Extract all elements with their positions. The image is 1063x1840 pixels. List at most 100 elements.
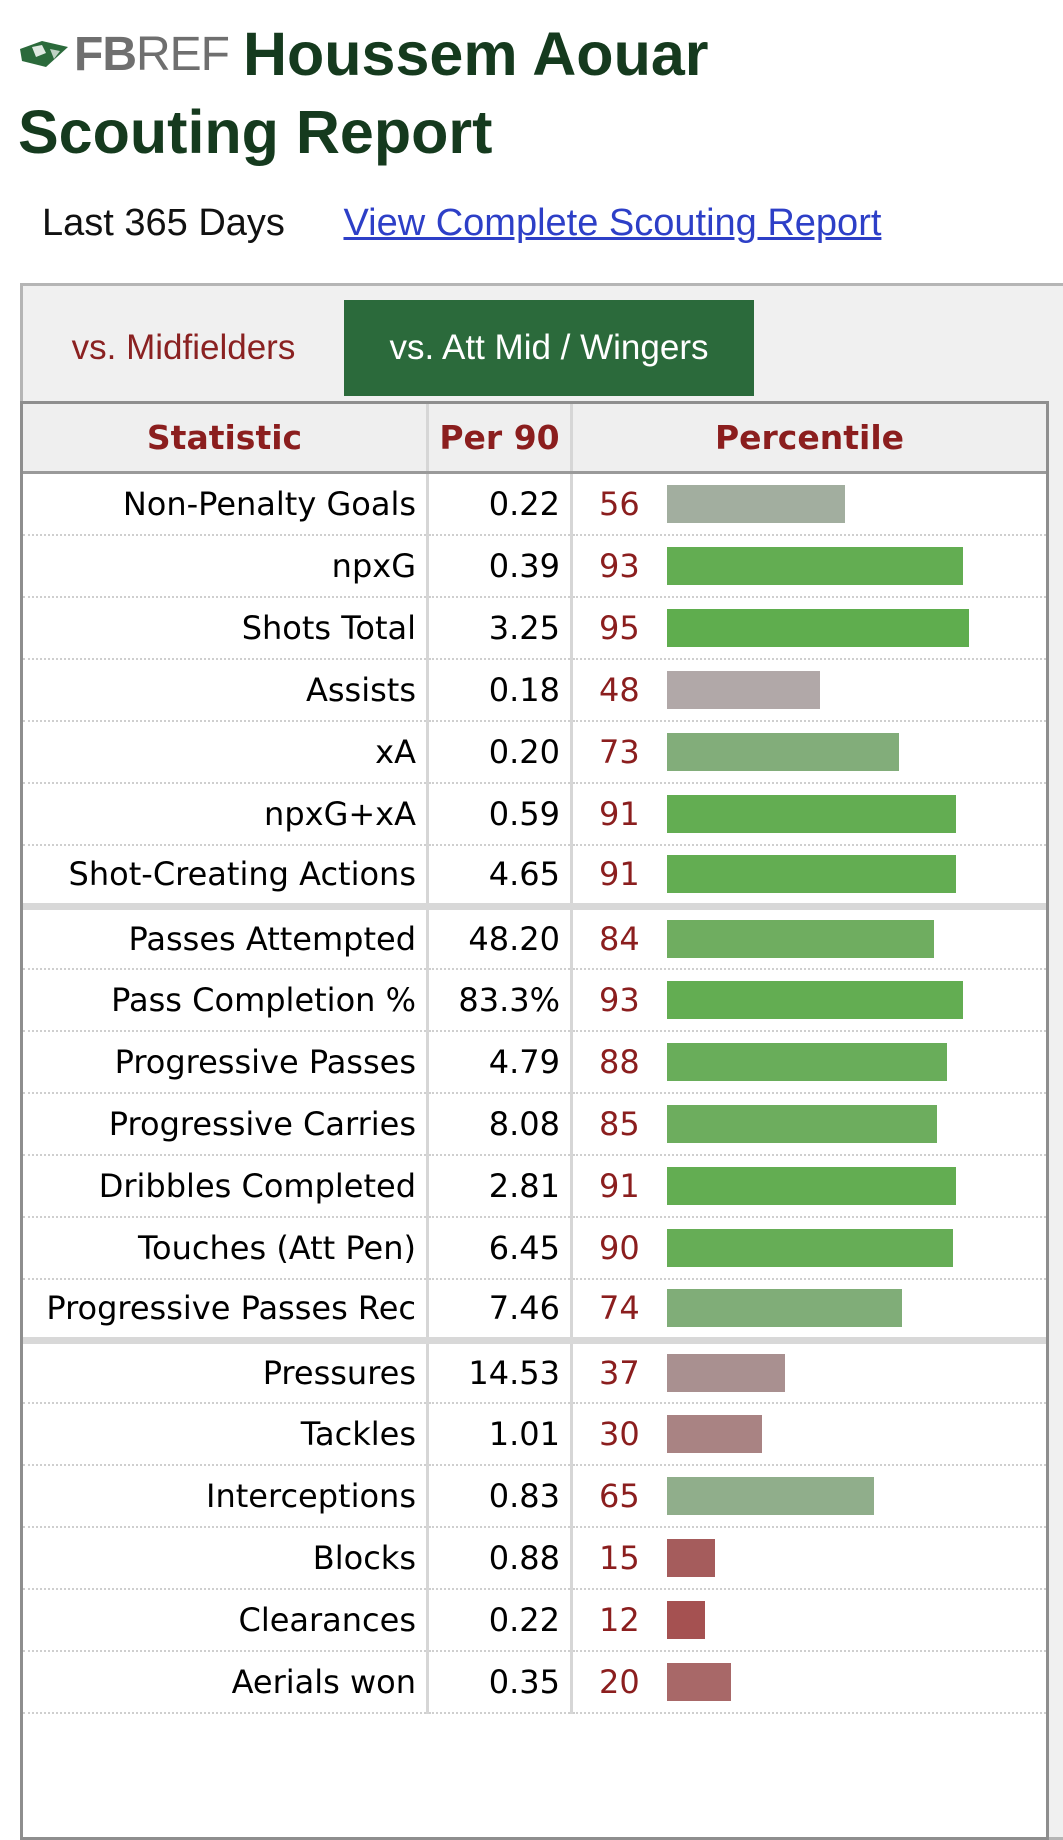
table-row: Assists 0.18 48 <box>23 658 1046 722</box>
percentile-value: 84 <box>599 919 640 958</box>
per90-value: 14.53 <box>426 1340 572 1404</box>
percentile-bar <box>667 1042 947 1081</box>
table-row: Progressive Passes Rec 7.46 74 <box>23 1278 1046 1344</box>
percentile-bar <box>667 608 969 647</box>
per90-value: 2.81 <box>426 1154 572 1218</box>
percentile-bar <box>667 1104 937 1143</box>
stat-name: Passes Attempted <box>23 906 428 970</box>
table-row: Blocks 0.88 15 <box>23 1526 1046 1590</box>
percentile-bar <box>667 484 845 523</box>
football-pitch-icon <box>20 41 68 67</box>
table-row: Progressive Carries 8.08 85 <box>23 1092 1046 1156</box>
percentile-value: 73 <box>599 732 640 771</box>
player-name: Houssem Aouar <box>242 20 709 88</box>
percentile-cell: 91 <box>570 1154 1046 1218</box>
percentile-value: 65 <box>599 1476 640 1515</box>
stat-name: npxG <box>23 534 428 598</box>
column-header-statistic[interactable]: Statistic <box>23 404 428 474</box>
percentile-bar <box>667 1414 762 1453</box>
percentile-bar <box>667 546 963 585</box>
per90-value: 0.22 <box>426 472 572 536</box>
page-title: Scouting Report <box>18 98 493 166</box>
percentile-bar <box>667 670 820 709</box>
percentile-value: 93 <box>599 980 640 1019</box>
per90-value: 0.88 <box>426 1526 572 1590</box>
column-header-percentile[interactable]: Percentile <box>570 404 1046 474</box>
percentile-value: 91 <box>599 1166 640 1205</box>
percentile-bar <box>667 1166 956 1205</box>
stat-name: Blocks <box>23 1526 428 1590</box>
percentile-value: 56 <box>599 484 640 523</box>
percentile-cell: 65 <box>570 1464 1046 1528</box>
table-body: Non-Penalty Goals 0.22 56 npxG 0.39 93 Shots T… <box>23 472 1046 1714</box>
percentile-value: 20 <box>599 1662 640 1701</box>
percentile-bar <box>667 1600 705 1639</box>
percentile-cell: 73 <box>570 720 1046 784</box>
percentile-cell: 93 <box>570 968 1046 1032</box>
percentile-value: 30 <box>599 1414 640 1453</box>
stat-name: xA <box>23 720 428 784</box>
per90-value: 0.18 <box>426 658 572 722</box>
percentile-cell: 37 <box>570 1340 1046 1404</box>
percentile-cell: 93 <box>570 534 1046 598</box>
percentile-bar <box>667 1662 731 1701</box>
per90-value: 83.3% <box>426 968 572 1032</box>
per90-value: 0.35 <box>426 1650 572 1714</box>
complete-report-link[interactable]: View Complete Scouting Report <box>343 202 882 244</box>
percentile-value: 15 <box>599 1538 640 1577</box>
percentile-value: 91 <box>599 855 640 894</box>
table-header-row: Statistic Per 90 Percentile <box>23 404 1046 474</box>
percentile-value: 88 <box>599 1042 640 1081</box>
table-row: xA 0.20 73 <box>23 720 1046 784</box>
percentile-bar <box>667 980 963 1019</box>
per90-value: 0.83 <box>426 1464 572 1528</box>
percentile-cell: 12 <box>570 1588 1046 1652</box>
percentile-value: 91 <box>599 794 640 833</box>
percentile-value: 93 <box>599 546 640 585</box>
stat-name: Clearances <box>23 1588 428 1652</box>
stat-name: Non-Penalty Goals <box>23 472 428 536</box>
per90-value: 0.39 <box>426 534 572 598</box>
stat-name: Pass Completion % <box>23 968 428 1032</box>
percentile-cell: 91 <box>570 844 1046 910</box>
scouting-panel: vs. Midfielders vs. Att Mid / Wingers St… <box>20 283 1063 1840</box>
percentile-cell: 90 <box>570 1216 1046 1280</box>
per90-value: 7.46 <box>426 1278 572 1344</box>
percentile-cell: 20 <box>570 1650 1046 1714</box>
table-row: Non-Penalty Goals 0.22 56 <box>23 472 1046 536</box>
table-row: npxG+xA 0.59 91 <box>23 782 1046 846</box>
table-row: Progressive Passes 4.79 88 <box>23 1030 1046 1094</box>
tab-vs-att-mid-wingers[interactable]: vs. Att Mid / Wingers <box>344 300 754 396</box>
percentile-bar <box>667 794 956 833</box>
percentile-bar <box>667 1228 953 1267</box>
percentile-cell: 91 <box>570 782 1046 846</box>
percentile-bar <box>667 1353 785 1392</box>
percentile-cell: 95 <box>570 596 1046 660</box>
stat-name: Dribbles Completed <box>23 1154 428 1218</box>
stat-name: Shots Total <box>23 596 428 660</box>
report-subheader: Last 365 Days View Complete Scouting Rep… <box>42 202 881 245</box>
column-header-per90[interactable]: Per 90 <box>426 404 572 474</box>
percentile-bar <box>667 855 956 894</box>
period-label: Last 365 Days <box>42 202 285 244</box>
percentile-cell: 85 <box>570 1092 1046 1156</box>
percentile-cell: 48 <box>570 658 1046 722</box>
table-row: Tackles 1.01 30 <box>23 1402 1046 1466</box>
per90-value: 0.22 <box>426 1588 572 1652</box>
tab-vs-midfielders[interactable]: vs. Midfielders <box>71 328 296 367</box>
stat-name: Assists <box>23 658 428 722</box>
per90-value: 48.20 <box>426 906 572 970</box>
table-row: Clearances 0.22 12 <box>23 1588 1046 1652</box>
table-row: Passes Attempted 48.20 84 <box>23 906 1046 970</box>
per90-value: 8.08 <box>426 1092 572 1156</box>
logo-fb: FB <box>74 27 137 81</box>
stat-name: npxG+xA <box>23 782 428 846</box>
per90-value: 0.59 <box>426 782 572 846</box>
comparison-tabs: vs. Midfielders vs. Att Mid / Wingers <box>23 300 754 396</box>
percentile-value: 37 <box>599 1353 640 1392</box>
stat-name: Interceptions <box>23 1464 428 1528</box>
stat-name: Progressive Passes Rec <box>23 1278 428 1344</box>
table-row: Aerials won 0.35 20 <box>23 1650 1046 1714</box>
fbref-logo[interactable]: FBREF <box>18 27 230 82</box>
percentile-value: 74 <box>599 1289 640 1328</box>
